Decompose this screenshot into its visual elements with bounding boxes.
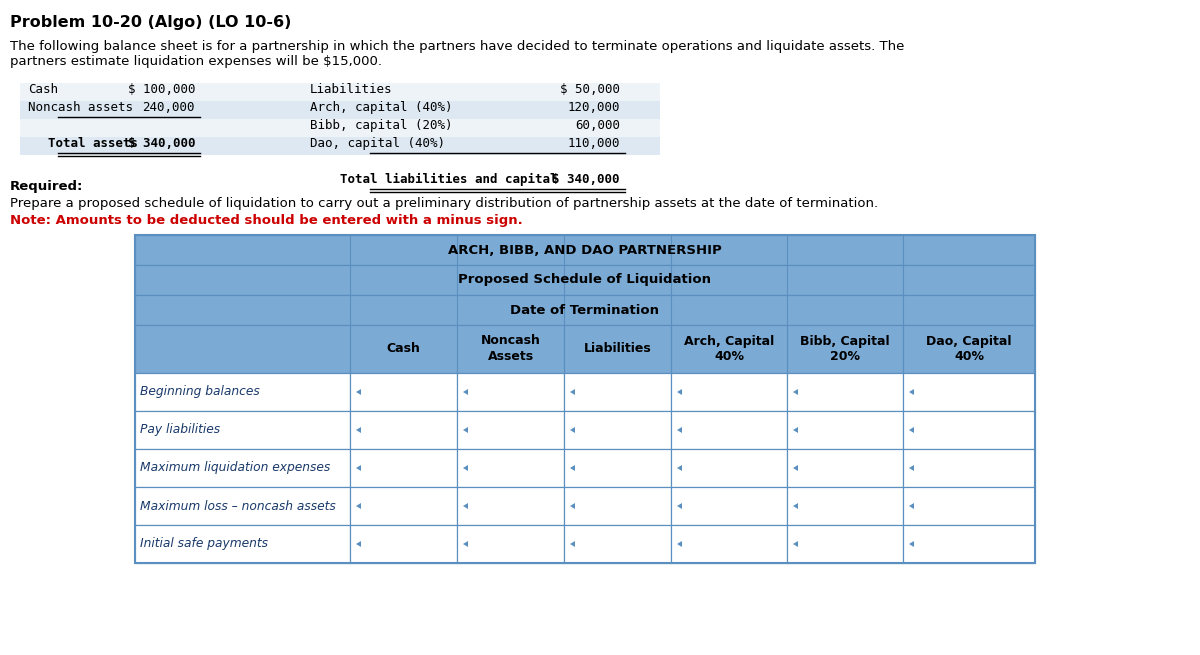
Bar: [787, 449, 904, 487]
Bar: [904, 411, 1034, 449]
Text: Bibb, Capital
20%: Bibb, Capital 20%: [800, 335, 890, 364]
Text: Total liabilities and capital: Total liabilities and capital: [340, 173, 558, 186]
Text: Arch, Capital
40%: Arch, Capital 40%: [684, 335, 774, 364]
Text: $ 340,000: $ 340,000: [552, 173, 620, 186]
Text: Beginning balances: Beginning balances: [140, 386, 259, 398]
Bar: [564, 373, 671, 411]
Bar: [350, 487, 457, 525]
Bar: [350, 525, 457, 563]
Bar: [564, 525, 671, 563]
Text: Maximum liquidation expenses: Maximum liquidation expenses: [140, 462, 330, 474]
Text: Noncash
Assets: Noncash Assets: [480, 335, 540, 364]
Bar: [134, 265, 1034, 295]
Text: Arch, capital (40%): Arch, capital (40%): [310, 101, 452, 114]
Text: Cash: Cash: [386, 343, 420, 356]
Bar: [134, 235, 1034, 265]
Bar: [134, 295, 1034, 325]
Text: 60,000: 60,000: [575, 119, 620, 132]
Bar: [457, 373, 564, 411]
Bar: [787, 525, 904, 563]
Bar: [457, 449, 564, 487]
Bar: [564, 411, 671, 449]
Text: partners estimate liquidation expenses will be $15,000.: partners estimate liquidation expenses w…: [10, 55, 382, 68]
Bar: [904, 449, 1034, 487]
Text: 120,000: 120,000: [568, 101, 620, 114]
Text: 110,000: 110,000: [568, 137, 620, 150]
Text: Maximum loss – noncash assets: Maximum loss – noncash assets: [140, 500, 336, 512]
Text: Date of Termination: Date of Termination: [510, 303, 660, 316]
Text: Noncash assets: Noncash assets: [28, 101, 133, 114]
Text: $ 340,000: $ 340,000: [127, 137, 194, 150]
Text: $ 100,000: $ 100,000: [127, 83, 194, 96]
Text: Dao, Capital
40%: Dao, Capital 40%: [926, 335, 1012, 364]
Text: Total assets: Total assets: [48, 137, 138, 150]
Text: 240,000: 240,000: [143, 101, 194, 114]
Text: Problem 10-20 (Algo) (LO 10-6): Problem 10-20 (Algo) (LO 10-6): [10, 15, 292, 30]
Bar: [671, 525, 787, 563]
Bar: [904, 487, 1034, 525]
Bar: [134, 449, 350, 487]
Text: The following balance sheet is for a partnership in which the partners have deci: The following balance sheet is for a par…: [10, 40, 905, 53]
Bar: [350, 449, 457, 487]
Bar: [671, 373, 787, 411]
Text: Liabilities: Liabilities: [310, 83, 392, 96]
Bar: [671, 449, 787, 487]
Bar: [564, 487, 671, 525]
Bar: [787, 373, 904, 411]
Bar: [134, 235, 1034, 563]
Bar: [457, 525, 564, 563]
Bar: [350, 411, 457, 449]
Text: Pay liabilities: Pay liabilities: [140, 424, 220, 436]
Bar: [20, 83, 660, 101]
Bar: [671, 411, 787, 449]
Text: Proposed Schedule of Liquidation: Proposed Schedule of Liquidation: [458, 274, 712, 286]
Bar: [457, 411, 564, 449]
Bar: [787, 487, 904, 525]
Bar: [134, 411, 350, 449]
Bar: [457, 487, 564, 525]
Bar: [904, 373, 1034, 411]
Text: Note: Amounts to be deducted should be entered with a minus sign.: Note: Amounts to be deducted should be e…: [10, 214, 523, 227]
Bar: [350, 373, 457, 411]
Text: Bibb, capital (20%): Bibb, capital (20%): [310, 119, 452, 132]
Text: Prepare a proposed schedule of liquidation to carry out a preliminary distributi: Prepare a proposed schedule of liquidati…: [10, 197, 878, 210]
Text: Required:: Required:: [10, 180, 83, 193]
Text: Liabilities: Liabilities: [583, 343, 652, 356]
Bar: [787, 411, 904, 449]
Bar: [20, 137, 660, 155]
Bar: [134, 487, 350, 525]
Bar: [904, 525, 1034, 563]
Text: Cash: Cash: [28, 83, 58, 96]
Bar: [564, 449, 671, 487]
Bar: [20, 119, 660, 137]
Text: Initial safe payments: Initial safe payments: [140, 538, 268, 550]
Bar: [134, 373, 350, 411]
Bar: [20, 101, 660, 119]
Bar: [671, 487, 787, 525]
Text: Dao, capital (40%): Dao, capital (40%): [310, 137, 445, 150]
Text: $ 50,000: $ 50,000: [560, 83, 620, 96]
Text: ARCH, BIBB, AND DAO PARTNERSHIP: ARCH, BIBB, AND DAO PARTNERSHIP: [448, 244, 722, 257]
Bar: [134, 325, 1034, 373]
Bar: [134, 525, 350, 563]
